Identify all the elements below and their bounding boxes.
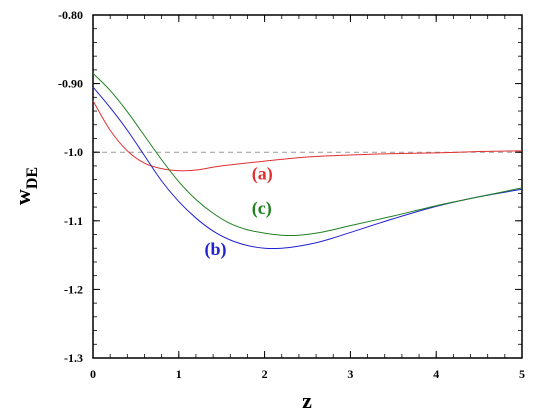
series-label-b: (b)	[205, 239, 227, 260]
series-label-a: (a)	[252, 164, 273, 185]
x-tick-label: 1	[176, 367, 182, 381]
y-tick-label: -0.90	[58, 77, 83, 91]
y-axis-title-main: w	[10, 189, 35, 205]
axis-ticks: 0 1 2 3 4 5 -0.80 -0.90 -1.0 -1.1 -1.2 -1.3	[58, 8, 525, 381]
y-tick-label: -1.3	[64, 351, 83, 365]
y-tick-label: -0.80	[58, 8, 83, 22]
x-axis-title: z	[302, 388, 312, 413]
y-axis-title-sub: DE	[24, 167, 41, 189]
series-label-c: (c)	[252, 198, 272, 219]
y-tick-label: -1.2	[64, 282, 83, 296]
x-tick-label: 0	[90, 367, 96, 381]
y-tick-label: -1.0	[64, 145, 83, 159]
series-line-b	[92, 86, 523, 250]
series-lines	[92, 72, 523, 250]
series-labels: (a) (b) (c)	[205, 164, 273, 260]
series-line-a	[92, 100, 523, 172]
x-tick-label: 4	[433, 367, 439, 381]
x-tick-label: 5	[519, 367, 525, 381]
plot-frame	[92, 14, 523, 359]
svg-text:wDE: wDE	[10, 167, 41, 205]
y-tick-label: -1.1	[64, 214, 83, 228]
series-line-c	[92, 72, 523, 236]
y-axis-title: wDE	[10, 167, 41, 205]
x-tick-label: 2	[262, 367, 268, 381]
x-tick-label: 3	[347, 367, 353, 381]
